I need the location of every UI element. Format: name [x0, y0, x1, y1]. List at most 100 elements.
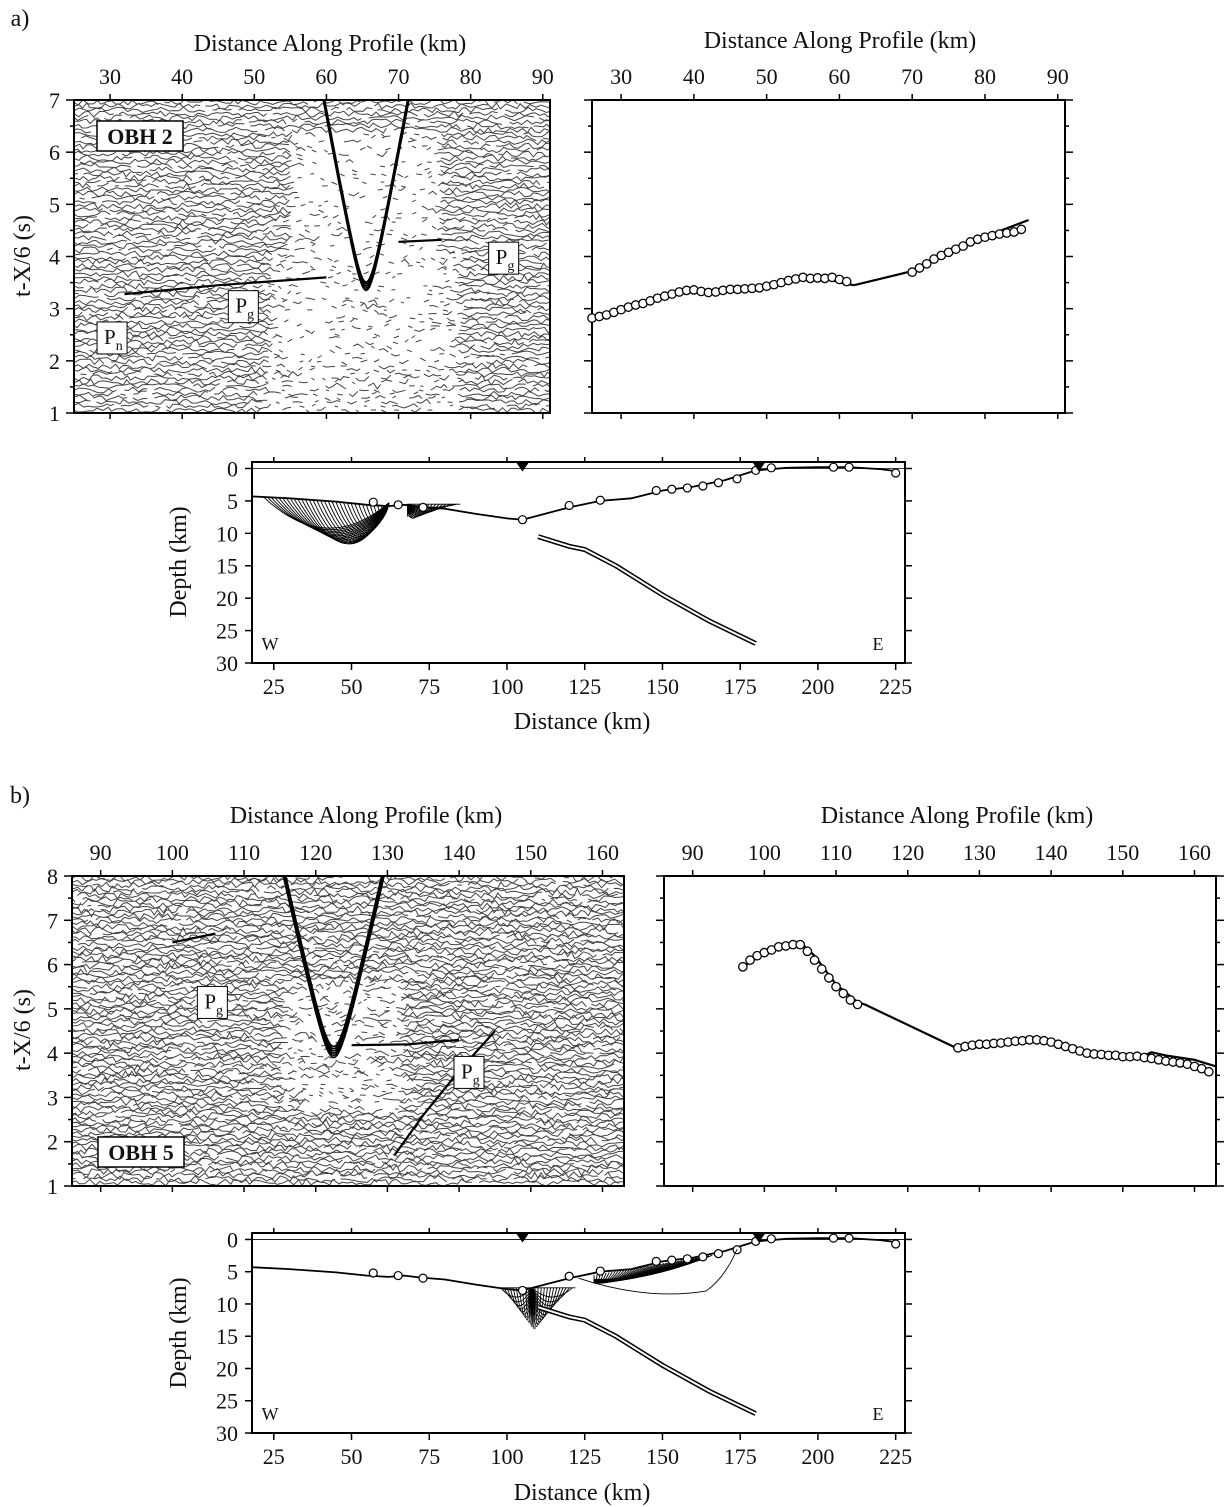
ray-path — [531, 1287, 570, 1303]
distance-axis-label: Distance (km) — [514, 709, 651, 735]
x-tick-label: 75 — [418, 1444, 440, 1469]
x-tick-label: 160 — [586, 840, 619, 865]
refracted-arrival — [393, 1030, 496, 1156]
seafloor-boundary — [252, 1237, 896, 1292]
velocity-node — [844, 1233, 854, 1243]
velocity-node — [651, 1256, 661, 1266]
x-tick-label: 175 — [724, 1444, 757, 1469]
velocity-node — [891, 1239, 901, 1249]
y-tick-label: 10 — [216, 1292, 238, 1317]
plot-frame — [251, 1232, 906, 1434]
y-tick-label: 6 — [47, 953, 58, 978]
x-tick-label: 200 — [801, 674, 834, 699]
y-tick-label: 20 — [216, 1356, 238, 1381]
y-tick-label: 3 — [47, 1085, 58, 1110]
ray-path — [531, 1287, 567, 1306]
x-tick-label: 150 — [514, 840, 547, 865]
x-tick-label: 80 — [974, 64, 996, 89]
seafloor-boundary — [252, 466, 896, 521]
obh-label: OBH 2 — [96, 120, 184, 152]
y-tick-label: 6 — [49, 140, 60, 165]
phase-label-box — [488, 241, 520, 275]
y-tick-label: 15 — [216, 554, 238, 579]
velocity-node — [595, 495, 605, 505]
refracted-arrival — [351, 1038, 460, 1047]
phase-label-box — [227, 290, 259, 324]
phase-label-subscript: g — [216, 1003, 223, 1018]
y-tick-label: 30 — [216, 651, 238, 676]
direct-wave-arrival — [323, 100, 410, 288]
phase-label-box — [196, 985, 228, 1019]
plot-frame — [591, 99, 1066, 414]
obs-marker — [751, 461, 766, 472]
ray-path — [531, 1287, 573, 1298]
y-tick-label: 2 — [49, 349, 60, 374]
ray-path — [503, 1287, 533, 1303]
velocity-node — [651, 485, 661, 496]
y-tick-label: 3 — [49, 297, 60, 322]
depth-axis-label: Depth (km) — [166, 506, 192, 617]
traveltime-pick — [907, 267, 918, 277]
obh-label-text: OBH 5 — [108, 1140, 173, 1165]
x-tick-label: 40 — [683, 64, 705, 89]
direct-wave-arrival — [323, 100, 409, 284]
obs-marker — [751, 1232, 766, 1243]
ray-path — [271, 497, 390, 532]
traveltime-pick — [824, 973, 834, 983]
x-tick-label: 200 — [801, 1444, 834, 1469]
west-label: W — [262, 634, 279, 654]
x-tick-label: 50 — [243, 64, 265, 89]
direct-wave-arrival — [284, 876, 383, 1048]
phase-label-subscript: g — [507, 259, 514, 274]
y-tick-label: 7 — [49, 88, 60, 113]
y-tick-label: 30 — [216, 1421, 238, 1446]
y-axis-label: t-X/6 (s) — [10, 989, 36, 1071]
phase-pg: Pg — [453, 1055, 485, 1089]
velocity-node — [828, 462, 839, 472]
x-tick-label: 60 — [828, 64, 850, 89]
calculated-traveltime — [864, 1003, 959, 1050]
x-tick-label: 90 — [532, 64, 554, 89]
east-label: E — [873, 1404, 884, 1424]
traveltime-pick — [1203, 1066, 1214, 1077]
traveltime-pick — [809, 955, 820, 965]
velocity-node — [667, 484, 677, 494]
plot-frame — [251, 461, 906, 664]
x-tick-label: 225 — [879, 674, 912, 699]
y-tick-label: 8 — [47, 864, 58, 889]
x-tick-label: 160 — [1178, 840, 1211, 865]
ray-path — [531, 1287, 555, 1318]
x-tick-label: 50 — [341, 1444, 363, 1469]
x-tick-label: 125 — [568, 674, 601, 699]
y-tick-label: 5 — [227, 1260, 238, 1285]
x-tick-label: 225 — [879, 1444, 912, 1469]
velocity-node — [891, 468, 901, 478]
traveltime-pick — [914, 263, 925, 273]
model-content — [252, 1233, 905, 1416]
x-tick-label: 25 — [263, 1444, 285, 1469]
y-tick-label: 25 — [216, 619, 238, 644]
x-tick-label: 150 — [1106, 840, 1139, 865]
direct-wave-arrival — [322, 100, 410, 292]
y-tick-label: 15 — [216, 1324, 238, 1349]
refracted-arrival — [398, 238, 442, 243]
obh-label: OBH 5 — [97, 1136, 185, 1168]
velocity-node — [682, 483, 692, 493]
velocity-node — [517, 515, 528, 525]
phase-pg: Pg — [196, 985, 228, 1019]
traveltime-pick — [921, 258, 932, 269]
traveltime-pick — [745, 955, 755, 965]
x-tick-label: 30 — [99, 64, 121, 89]
velocity-node — [393, 1270, 403, 1281]
x-tick-label: 110 — [820, 840, 852, 865]
record-section-a: 30 40 50 60 70 80 90 1 2 3 4 5 6 7 OBH 2 Pn Pg Pg — [49, 64, 554, 426]
phase-pg: Pg — [227, 290, 259, 324]
record-section-b: 90 100 110 120 130 140 150 160 1 2 3 4 5 6 7 8 OBH 5 Pg Pg — [47, 840, 625, 1199]
y-tick-label: 20 — [216, 586, 238, 611]
velocity-node — [393, 500, 403, 510]
x-tick-label: 120 — [891, 840, 924, 865]
panel-label-a: a) — [11, 6, 30, 32]
velocity-node — [713, 1249, 724, 1259]
obh-label-box — [97, 1136, 185, 1168]
panel-label-b: b) — [10, 783, 30, 809]
